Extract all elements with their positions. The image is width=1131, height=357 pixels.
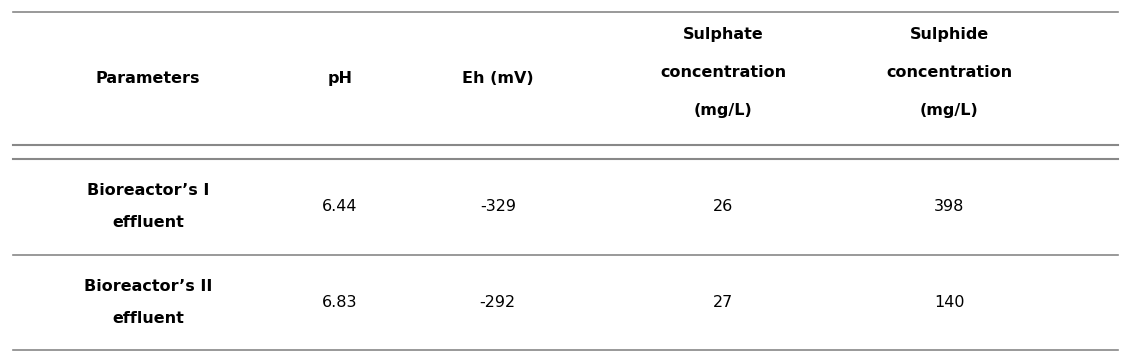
Text: Parameters: Parameters [96, 71, 200, 86]
Text: (mg/L): (mg/L) [694, 103, 753, 118]
Text: Eh (mV): Eh (mV) [461, 71, 534, 86]
Text: 140: 140 [934, 295, 965, 310]
Text: Sulphide: Sulphide [909, 27, 988, 42]
Text: concentration: concentration [661, 65, 786, 80]
Text: 6.83: 6.83 [322, 295, 357, 310]
Text: 27: 27 [714, 295, 734, 310]
Text: 26: 26 [714, 199, 734, 214]
Text: concentration: concentration [886, 65, 1012, 80]
Text: (mg/L): (mg/L) [920, 103, 978, 118]
Text: pH: pH [327, 71, 353, 86]
Text: -329: -329 [480, 199, 516, 214]
Text: 398: 398 [934, 199, 965, 214]
Text: 6.44: 6.44 [322, 199, 357, 214]
Text: -292: -292 [480, 295, 516, 310]
Text: effluent: effluent [112, 215, 184, 230]
Text: Sulphate: Sulphate [683, 27, 763, 42]
Text: Bioreactor’s I: Bioreactor’s I [87, 183, 209, 198]
Text: effluent: effluent [112, 311, 184, 326]
Text: Bioreactor’s II: Bioreactor’s II [84, 279, 213, 294]
